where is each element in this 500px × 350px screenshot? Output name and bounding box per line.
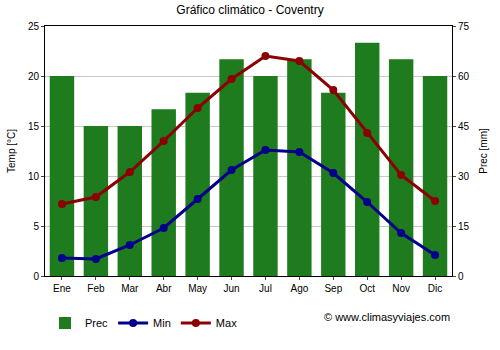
svg-text:Min: Min — [153, 317, 171, 329]
svg-text:20: 20 — [28, 71, 40, 82]
svg-text:Temp [°C]: Temp [°C] — [6, 129, 17, 173]
svg-text:45: 45 — [458, 121, 470, 132]
svg-text:Mar: Mar — [121, 283, 139, 294]
svg-text:0: 0 — [458, 271, 464, 282]
svg-text:Prec: Prec — [85, 317, 108, 329]
svg-text:30: 30 — [458, 171, 470, 182]
svg-text:Sep: Sep — [324, 283, 342, 294]
svg-text:Oct: Oct — [359, 283, 375, 294]
svg-text:Ago: Ago — [290, 283, 308, 294]
svg-text:Jul: Jul — [259, 283, 272, 294]
svg-text:10: 10 — [28, 171, 40, 182]
svg-text:15: 15 — [28, 121, 40, 132]
svg-text:Dic: Dic — [428, 283, 442, 294]
svg-text:May: May — [188, 283, 207, 294]
svg-text:Abr: Abr — [156, 283, 172, 294]
svg-text:Max: Max — [216, 317, 237, 329]
svg-text:© www.climasyviajes.com: © www.climasyviajes.com — [324, 311, 450, 323]
svg-text:15: 15 — [458, 221, 470, 232]
svg-text:Jun: Jun — [223, 283, 239, 294]
svg-text:Feb: Feb — [87, 283, 105, 294]
svg-text:75: 75 — [458, 21, 470, 32]
svg-text:Nov: Nov — [392, 283, 410, 294]
svg-text:Gráfico climático - Coventry: Gráfico climático - Coventry — [176, 3, 323, 17]
svg-text:Prec [mm]: Prec [mm] — [478, 128, 489, 174]
svg-text:Ene: Ene — [53, 283, 71, 294]
svg-text:25: 25 — [28, 21, 40, 32]
svg-text:5: 5 — [33, 221, 39, 232]
svg-text:0: 0 — [33, 271, 39, 282]
svg-text:60: 60 — [458, 71, 470, 82]
